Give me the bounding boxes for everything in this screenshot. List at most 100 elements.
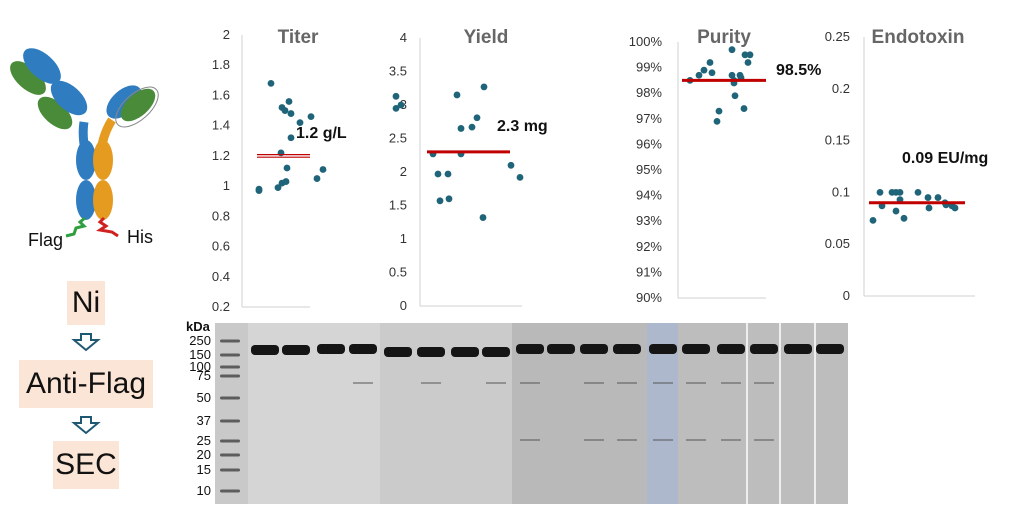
data-point	[287, 134, 295, 142]
y-tick-label: 97%	[636, 111, 662, 126]
data-point	[392, 104, 400, 112]
y-tick-label: 93%	[636, 213, 662, 228]
sample-lane	[682, 344, 710, 441]
y-tick-label: 99%	[636, 60, 662, 75]
y-tick-label: 96%	[636, 136, 662, 151]
y-tick-label: 2	[223, 27, 230, 42]
ladder-band	[220, 453, 240, 457]
data-point	[869, 216, 877, 224]
ladder-label: 100	[189, 359, 211, 374]
workflow-step-anti-flag: Anti-Flag	[19, 360, 153, 408]
data-point	[744, 59, 752, 66]
main-band	[482, 347, 510, 357]
down-arrow-icon	[71, 416, 101, 435]
main-band	[613, 344, 641, 354]
heavy-chain-blue-ch3	[76, 180, 96, 220]
y-tick-label: 1	[223, 178, 230, 193]
ladder-lane	[220, 339, 240, 493]
workflow-step-ni: Ni	[67, 281, 105, 325]
data-point	[480, 83, 488, 91]
main-band	[784, 344, 812, 354]
data-point	[728, 71, 736, 79]
faint-band	[520, 439, 540, 441]
sample-lane	[417, 347, 445, 384]
ladder-band	[220, 353, 240, 357]
data-point	[282, 178, 290, 185]
faint-band	[721, 382, 741, 384]
data-point	[468, 123, 476, 131]
main-band	[750, 344, 778, 354]
sample-lane	[251, 345, 279, 355]
y-tick-label: 0.6	[212, 239, 230, 254]
faint-band	[721, 439, 741, 441]
sample-lane	[649, 344, 677, 441]
main-band	[682, 344, 710, 354]
heavy-chain-orange-ch3	[93, 180, 113, 220]
faint-band	[353, 382, 373, 384]
data-point	[479, 214, 487, 221]
light-chain-left-1	[10, 61, 46, 95]
ladder-band	[220, 365, 240, 369]
y-tick-label: 1.2	[212, 148, 230, 163]
faint-band	[653, 439, 673, 441]
main-band	[282, 345, 310, 355]
y-tick-label: 1	[400, 231, 407, 246]
ladder-label: 75	[197, 368, 211, 383]
y-tick-label: 2.5	[389, 131, 407, 146]
ladder-band	[220, 419, 240, 423]
flag-tag-line	[65, 216, 87, 238]
data-point	[255, 187, 263, 195]
data-point	[715, 107, 723, 115]
ladder-band	[220, 468, 240, 472]
data-point	[700, 66, 708, 74]
y-tick-label: 4	[400, 30, 407, 45]
chart-title: Titer	[278, 27, 319, 48]
data-point	[274, 184, 282, 192]
y-tick-label: 0	[400, 298, 407, 313]
data-point	[925, 204, 933, 212]
ladder-label: 37	[197, 413, 211, 428]
data-point	[951, 204, 959, 212]
sample-lane	[784, 344, 812, 354]
workflow-arrows	[71, 333, 101, 435]
sample-lane	[750, 344, 778, 441]
y-tick-label: 0.15	[825, 133, 850, 148]
sample-lane	[451, 347, 479, 357]
data-point	[934, 194, 942, 201]
sample-lane	[580, 344, 608, 441]
faint-band	[617, 382, 637, 384]
data-point	[695, 71, 703, 79]
data-point	[728, 46, 736, 54]
chart-title: Purity	[697, 27, 751, 48]
workflow-step-sec: SEC	[53, 441, 119, 489]
faint-band	[584, 439, 604, 441]
ladder-label: 250	[189, 333, 211, 348]
fab-left-1	[23, 48, 61, 84]
faint-band	[421, 382, 441, 384]
data-point	[307, 113, 315, 120]
y-tick-label: 0.8	[212, 208, 230, 223]
sample-lane	[482, 347, 510, 384]
main-band	[547, 344, 575, 354]
main-band	[816, 344, 844, 354]
ladder-label: 25	[197, 433, 211, 448]
faint-band	[653, 382, 673, 384]
chart-title: Endotoxin	[872, 27, 965, 48]
heavy-chain-orange-ch2	[93, 140, 113, 180]
sample-lane	[516, 344, 544, 441]
data-point	[708, 69, 716, 77]
scatter-chart-titer: 0.2 0.4 0.6 0.8 1 1.2 1.4 1.6 1.8 2 Titer 1.2 g/L	[212, 27, 347, 314]
y-tick-label: 0.1	[832, 184, 850, 199]
data-point	[277, 149, 285, 157]
sample-lane	[349, 344, 377, 384]
faint-band	[520, 382, 540, 384]
ladder-band	[220, 396, 240, 400]
mean-annotation: 0.09 EU/mg	[902, 150, 988, 167]
sample-lane	[282, 345, 310, 355]
y-tick-label: 90%	[636, 290, 662, 305]
main-band	[384, 347, 412, 357]
